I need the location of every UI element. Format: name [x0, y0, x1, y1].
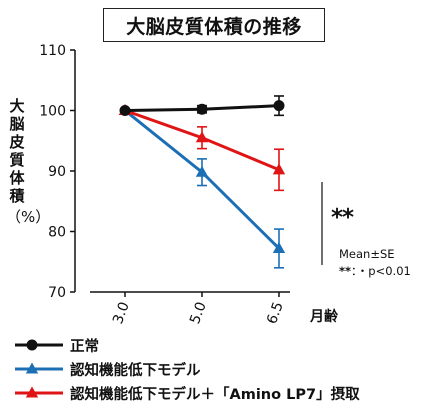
y-tick-label: 90: [48, 164, 66, 180]
legend-swatch: [15, 386, 63, 398]
y-axis-unit: （%）: [6, 208, 51, 226]
data-point: [272, 163, 286, 175]
y-tick-label: 100: [39, 104, 66, 120]
stats-label: Mean±SE: [339, 247, 395, 261]
x-tick-label: 5.0: [187, 300, 210, 326]
data-point: [195, 165, 209, 177]
data-point: [119, 105, 131, 116]
stats-note: Mean±SE **：・p<0.01: [339, 246, 411, 280]
x-tick-label: 3.0: [110, 300, 133, 326]
legend-label: 認知機能低下モデル: [70, 362, 201, 379]
legend-swatch: [15, 339, 63, 351]
y-tick-label: 70: [48, 285, 66, 301]
data-point: [273, 100, 285, 112]
legend-swatch: [15, 362, 63, 374]
y-axis-title: 大脳皮質体積: [9, 97, 25, 205]
y-axis-label: 大脳皮質体積 （%）: [6, 97, 51, 226]
pvalue-note: **：・p<0.01: [339, 263, 411, 280]
data-point: [272, 241, 286, 253]
pvalue-text: ：・p<0.01: [351, 264, 411, 278]
series-1: [119, 95, 285, 117]
x-axis-label: 月齢: [310, 309, 338, 325]
data-point: [196, 103, 208, 115]
series-3: [118, 104, 286, 192]
legend-label: 認知機能低下モデル＋「Amino LP7」摂取: [70, 386, 360, 403]
legend-label: 正常: [70, 338, 99, 355]
legend: 正常認知機能低下モデル認知機能低下モデル＋「Amino LP7」摂取: [12, 333, 360, 405]
legend-item: 正常: [12, 333, 360, 357]
chart-title: 大脳皮質体積の推移: [103, 8, 325, 42]
y-tick-label: 80: [48, 225, 66, 241]
significance-marker: **: [331, 205, 354, 231]
legend-item: 認知機能低下モデル＋「Amino LP7」摂取: [12, 381, 360, 405]
x-tick-label: 6.5: [264, 300, 287, 326]
legend-item: 認知機能低下モデル: [12, 357, 360, 381]
y-tick-label: 110: [39, 43, 66, 59]
data-point: [195, 131, 209, 143]
pvalue-marker: **: [339, 264, 352, 278]
